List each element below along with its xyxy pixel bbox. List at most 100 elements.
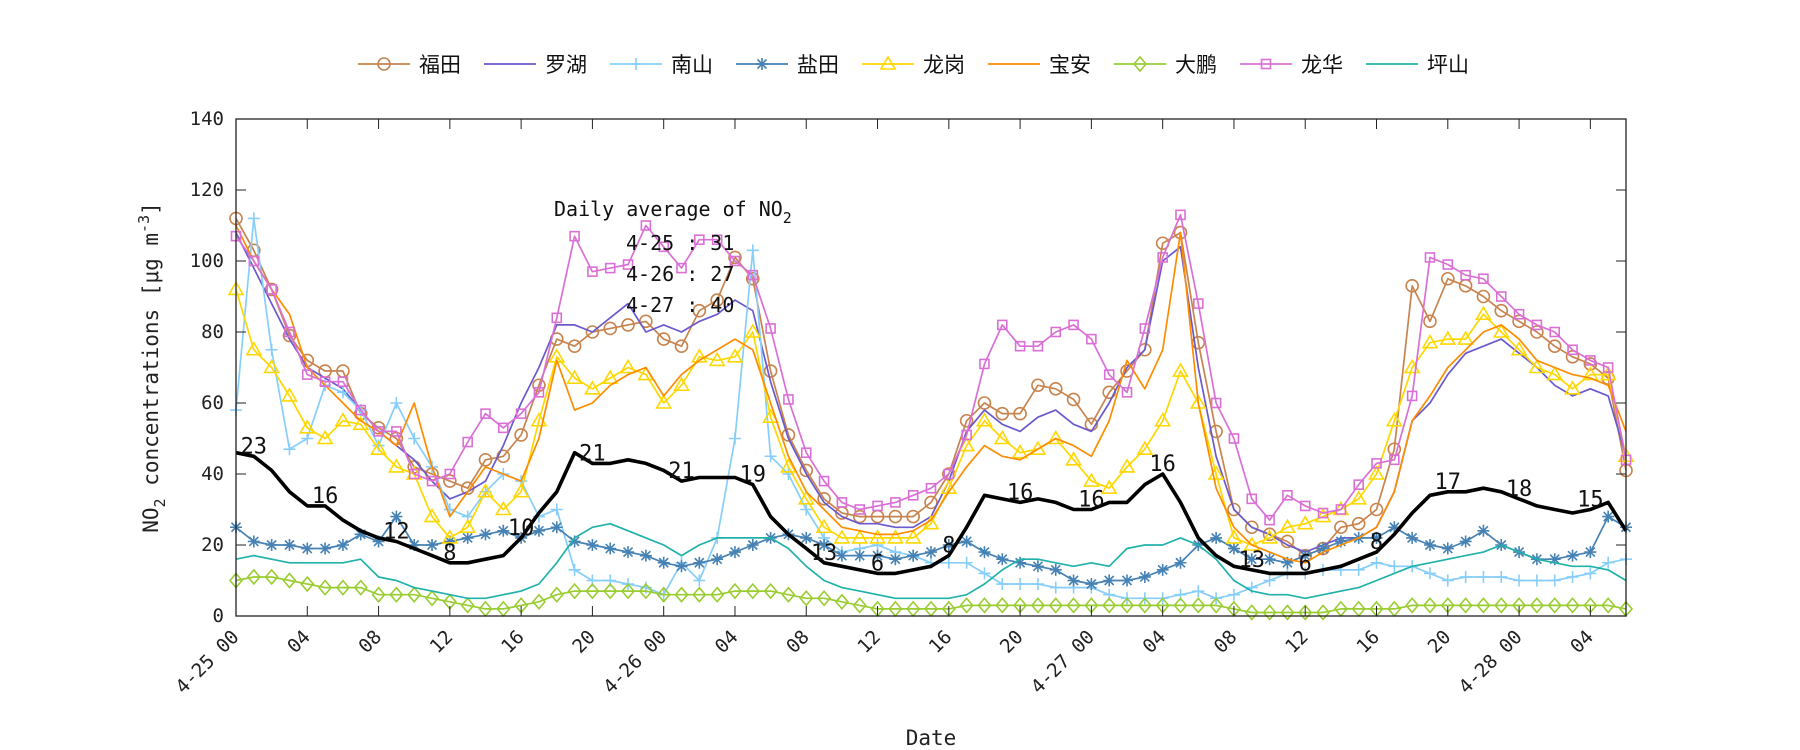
data-point: [1065, 451, 1082, 466]
data-point: [372, 535, 385, 548]
annotation-line-4-27: 4-27 : 40: [626, 293, 734, 317]
data-point: [389, 586, 404, 603]
data-point: [354, 528, 367, 541]
data-point: [459, 518, 477, 534]
data-point: [1227, 542, 1240, 555]
legend-marker: [756, 58, 768, 70]
data-point: [1032, 340, 1044, 352]
x-tick-label: 4-25 00: [171, 626, 243, 698]
data-point: [977, 396, 992, 410]
data-point: [1477, 524, 1490, 537]
data-point: [604, 542, 617, 555]
series-line: [235, 213, 1627, 521]
average-label: 13: [811, 541, 838, 566]
data-point: [408, 468, 420, 480]
series-line: [235, 217, 1627, 557]
data-point: [979, 358, 990, 370]
data-point: [1029, 440, 1047, 455]
data-point: [444, 468, 456, 480]
data-point: [1421, 334, 1439, 349]
data-point: [498, 422, 509, 434]
data-point: [1014, 340, 1026, 352]
data-point: [1103, 369, 1115, 380]
data-point: [763, 582, 778, 600]
data-point: [568, 535, 581, 548]
data-point: [728, 546, 741, 559]
y-tick-label: 40: [201, 463, 224, 485]
data-point: [1460, 269, 1471, 281]
data-point: [1458, 597, 1473, 614]
x-tick-label: 08: [1210, 626, 1242, 658]
data-point: [1388, 521, 1401, 534]
data-point: [781, 586, 796, 603]
data-point: [567, 582, 582, 600]
data-point: [426, 539, 439, 551]
average-label: 6: [871, 551, 884, 576]
data-point: [1529, 597, 1544, 614]
x-tick-label: 20: [1424, 626, 1456, 658]
x-tick-label: 4-28 00: [1454, 626, 1526, 698]
data-point: [995, 597, 1010, 614]
data-point: [924, 495, 938, 510]
y-tick-label: 20: [201, 534, 224, 556]
data-point: [247, 535, 260, 548]
data-point: [1405, 279, 1419, 293]
data-point: [1602, 556, 1615, 569]
series-s5b9d5b89: [235, 225, 1627, 564]
data-point: [1459, 570, 1472, 583]
data-point: [1405, 597, 1420, 614]
data-point: [890, 497, 901, 508]
data-point: [603, 321, 618, 336]
legend-label: 罗湖: [545, 53, 587, 77]
legend-marker: [377, 57, 391, 71]
average-label: 16: [1149, 452, 1176, 477]
data-point: [1476, 597, 1491, 614]
data-point: [1422, 597, 1438, 614]
data-point: [1296, 515, 1314, 530]
data-point: [1193, 298, 1204, 309]
data-point: [1192, 585, 1205, 598]
data-point: [656, 586, 671, 603]
data-point: [408, 432, 421, 445]
data-point: [1317, 507, 1329, 519]
data-point: [281, 387, 298, 402]
data-point: [1512, 314, 1526, 329]
data-point: [301, 432, 314, 445]
data-point: [1457, 330, 1475, 345]
legend-marker: [1260, 58, 1272, 70]
data-point: [284, 326, 295, 338]
data-point: [959, 597, 974, 614]
data-point: [266, 284, 277, 295]
data-point: [1441, 574, 1454, 587]
data-point: [301, 369, 313, 380]
data-point: [479, 528, 492, 541]
y-label-base: NO: [139, 507, 163, 532]
data-point: [1335, 504, 1347, 515]
data-point: [532, 524, 545, 537]
data-point: [869, 529, 886, 544]
data-point: [283, 443, 296, 456]
data-point: [1031, 378, 1045, 393]
data-point: [1567, 344, 1578, 356]
data-point: [1031, 578, 1044, 591]
data-point: [248, 255, 260, 267]
data-point: [551, 312, 563, 324]
data-point: [478, 452, 493, 467]
legend-label: 盐田: [797, 53, 839, 77]
data-point: [316, 429, 334, 445]
data-point: [764, 450, 777, 463]
data-point: [1013, 406, 1027, 421]
data-point: [1548, 553, 1561, 566]
legend-label: 龙岗: [923, 53, 965, 77]
x-tick-label: 20: [568, 626, 600, 658]
data-point: [460, 597, 475, 614]
data-point: [1406, 390, 1418, 402]
data-point: [693, 574, 706, 587]
data-point: [1478, 273, 1489, 285]
data-point: [512, 483, 530, 498]
data-point: [298, 419, 316, 434]
x-tick-label: 08: [782, 626, 814, 658]
average-label: 8: [443, 541, 456, 566]
x-tick-label: 04: [283, 626, 315, 658]
